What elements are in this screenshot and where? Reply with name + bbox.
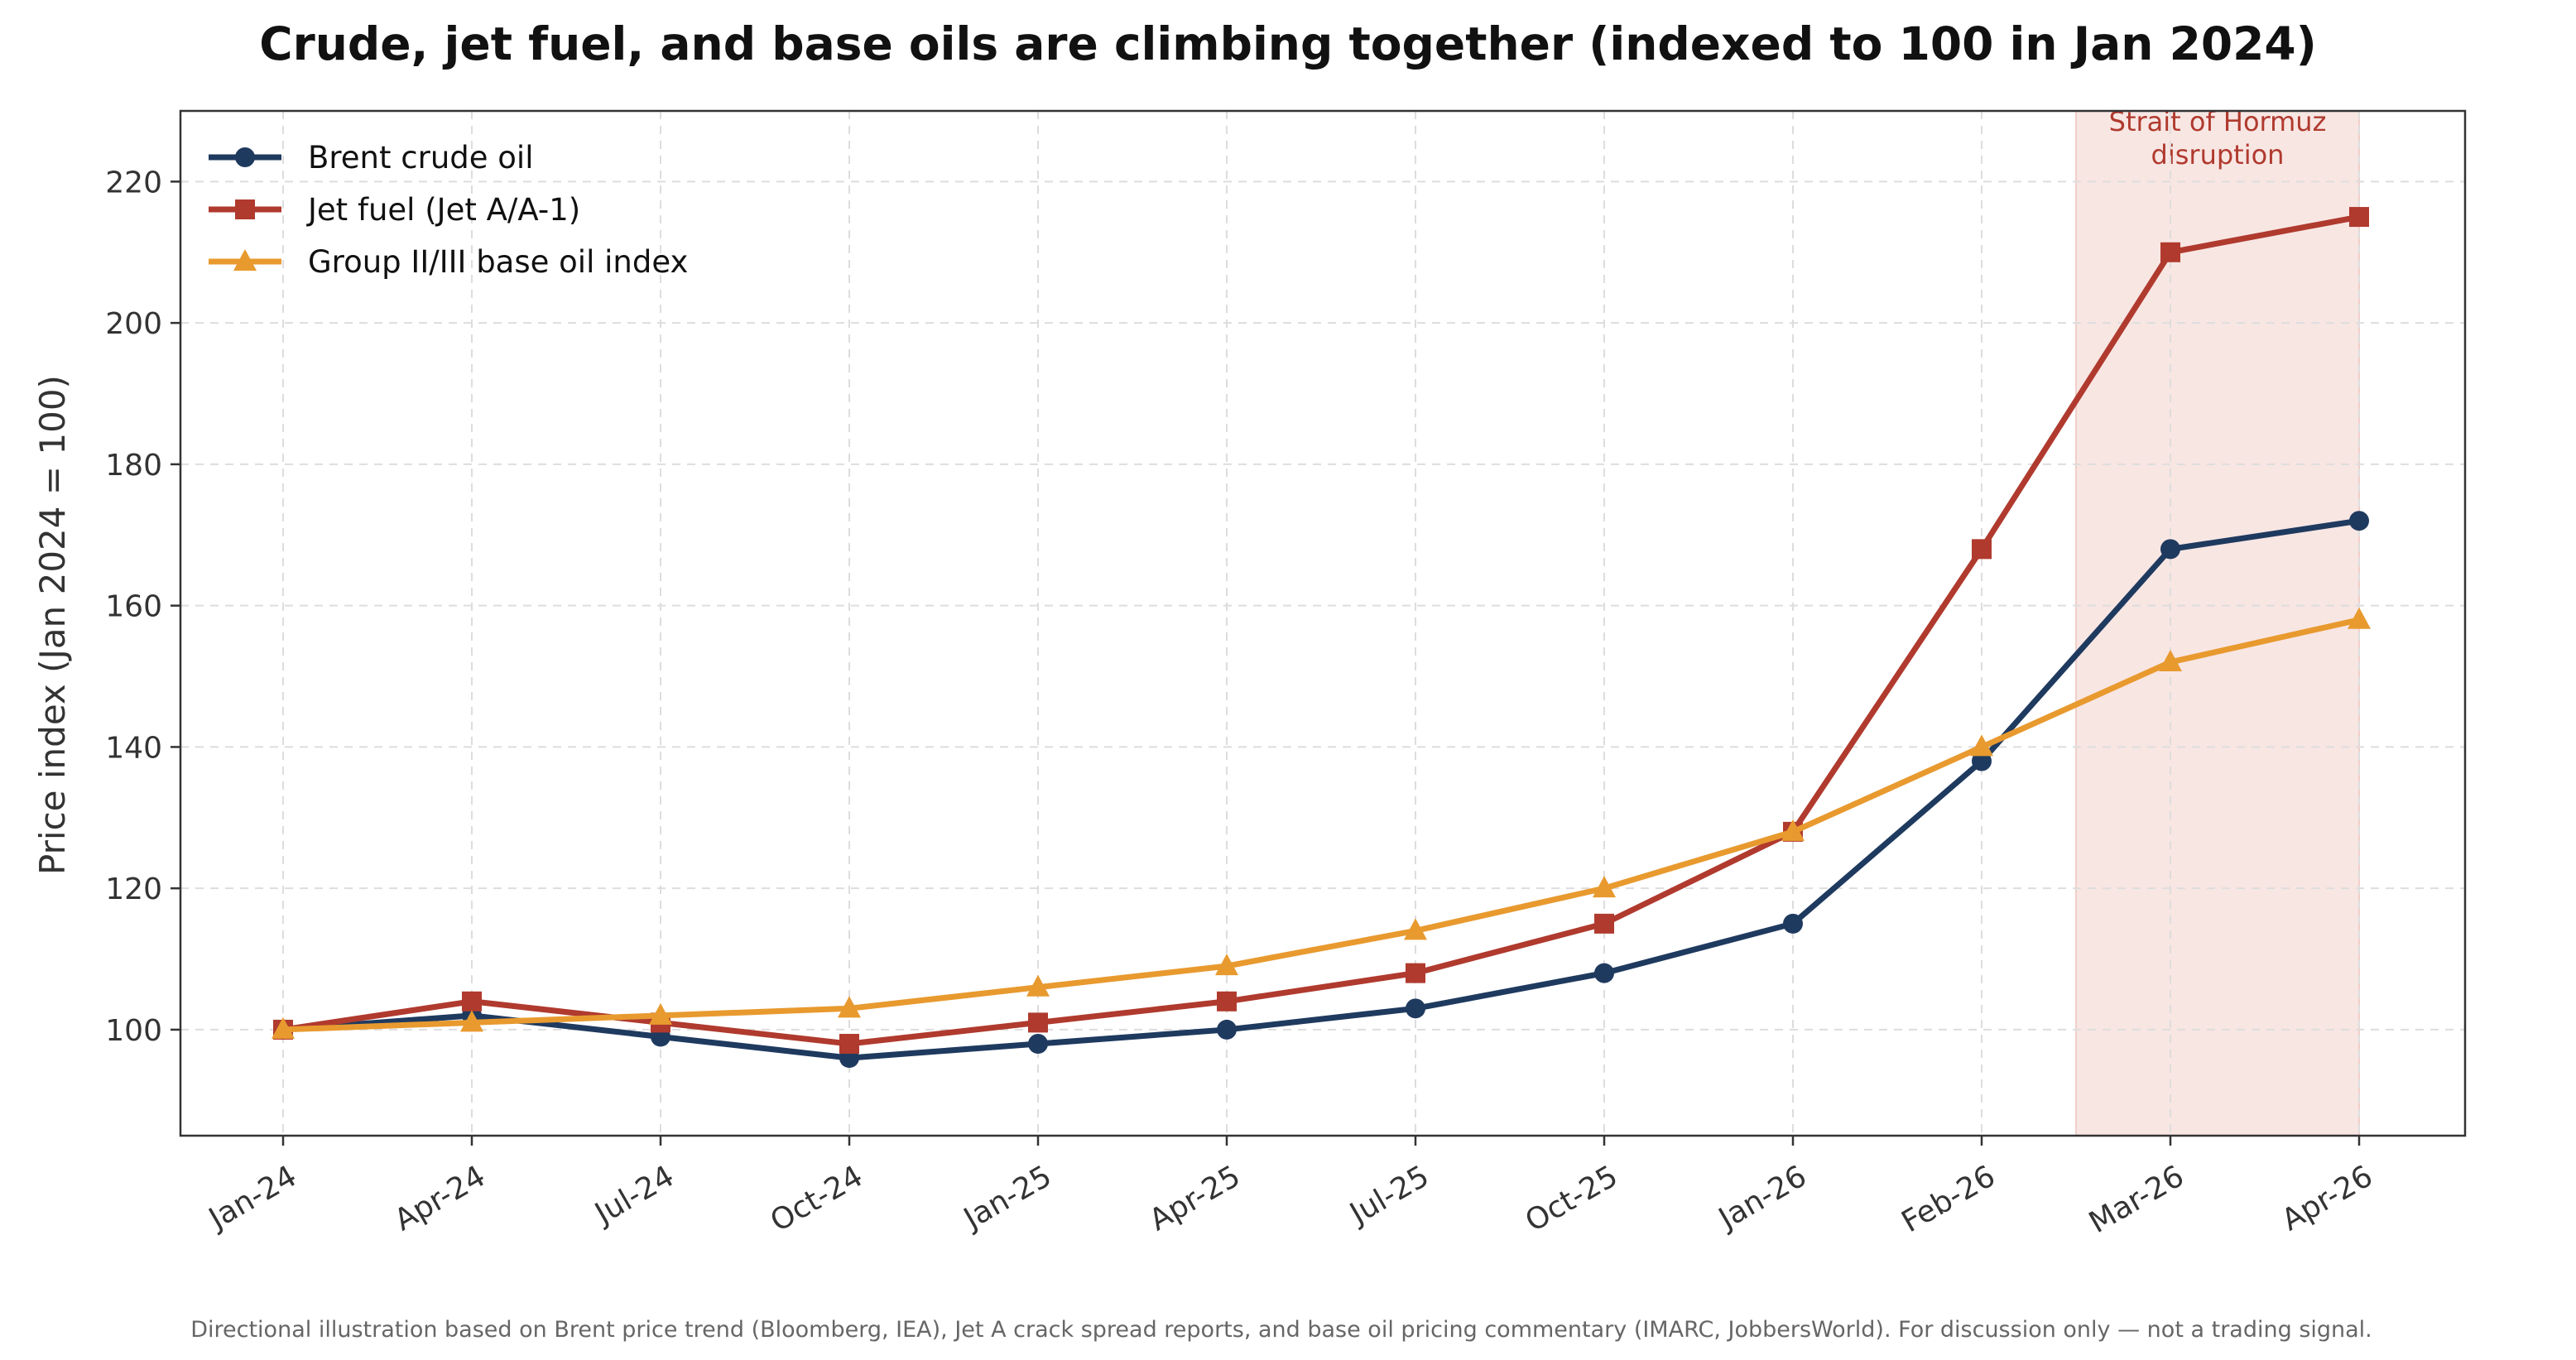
legend-marker	[235, 147, 255, 167]
x-tick-label: Feb-26	[1896, 1159, 2002, 1239]
x-tick-label: Jul-24	[589, 1159, 680, 1232]
y-tick-label: 220	[105, 166, 162, 199]
y-tick-label: 200	[105, 307, 162, 341]
data-point	[1406, 998, 1425, 1019]
plot-area: Strait of Hormuzdisruption10012014016018…	[105, 106, 2467, 1240]
data-point	[839, 1034, 859, 1055]
legend-marker	[235, 199, 255, 219]
annotation-label: disruption	[2151, 139, 2285, 171]
chart-title: Crude, jet fuel, and base oils are climb…	[259, 17, 2317, 70]
x-tick-label: Oct-24	[765, 1159, 868, 1238]
x-tick-label: Apr-25	[1144, 1159, 1246, 1237]
data-point	[1972, 539, 1992, 560]
legend-marker	[233, 249, 257, 271]
x-tick-label: Jul-25	[1343, 1159, 1435, 1232]
data-point	[1217, 1019, 1237, 1040]
series-line	[282, 617, 2360, 1033]
y-tick-label: 160	[105, 590, 162, 624]
disruption-shaded-region	[2076, 111, 2359, 1136]
plot-frame	[179, 109, 2467, 1137]
data-point	[1972, 751, 1992, 771]
x-tick-label: Oct-25	[1520, 1159, 1623, 1238]
series-1	[273, 511, 2369, 1069]
x-tick-label: Mar-26	[2083, 1159, 2189, 1240]
data-point	[2349, 207, 2369, 228]
data-point	[1404, 918, 1427, 940]
data-point	[2160, 539, 2180, 560]
x-tick-label: Jan-24	[202, 1159, 302, 1237]
data-point	[1781, 819, 1805, 841]
data-point	[1593, 876, 1616, 898]
data-point	[1215, 954, 1238, 976]
data-point	[462, 991, 482, 1012]
data-point	[1783, 913, 1803, 934]
x-tick-label: Jan-26	[1712, 1159, 1812, 1237]
data-point	[2348, 607, 2371, 629]
data-point	[1970, 734, 1993, 757]
series-line	[282, 517, 2360, 1061]
data-point	[1594, 963, 1614, 983]
y-tick-label: 100	[105, 1014, 162, 1048]
x-tick-label: Jan-25	[957, 1159, 1057, 1237]
data-point	[2160, 242, 2180, 262]
y-tick-label: 180	[105, 449, 162, 483]
data-point	[1406, 963, 1425, 983]
data-point	[1217, 991, 1237, 1012]
footnote: Directional illustration based on Brent …	[190, 1317, 2372, 1343]
y-axis-label: Price index (Jan 2024 = 100)	[32, 375, 73, 875]
data-point	[460, 1010, 483, 1032]
series-3	[272, 607, 2371, 1039]
series-line	[282, 214, 2360, 1047]
data-point	[838, 996, 861, 1018]
data-point	[1028, 1012, 1048, 1033]
data-point	[2159, 649, 2182, 671]
data-point	[1594, 913, 1614, 934]
legend-label: Jet fuel (Jet A/A-1)	[306, 192, 580, 228]
series-2	[273, 207, 2369, 1055]
data-point	[649, 1002, 672, 1025]
x-tick-label: Apr-24	[389, 1159, 491, 1237]
legend-label: Brent crude oil	[308, 140, 533, 175]
data-point	[1026, 974, 1050, 997]
x-tick-label: Apr-26	[2276, 1159, 2378, 1237]
data-point	[272, 1016, 295, 1039]
legend: Brent crude oil Jet fuel (Jet A/A-1) Group…	[209, 140, 688, 280]
data-point	[1028, 1034, 1048, 1055]
y-tick-label: 140	[105, 731, 162, 765]
legend-label: Group II/III base oil index	[308, 244, 688, 280]
y-tick-label: 120	[105, 872, 162, 906]
data-point	[2349, 511, 2369, 531]
